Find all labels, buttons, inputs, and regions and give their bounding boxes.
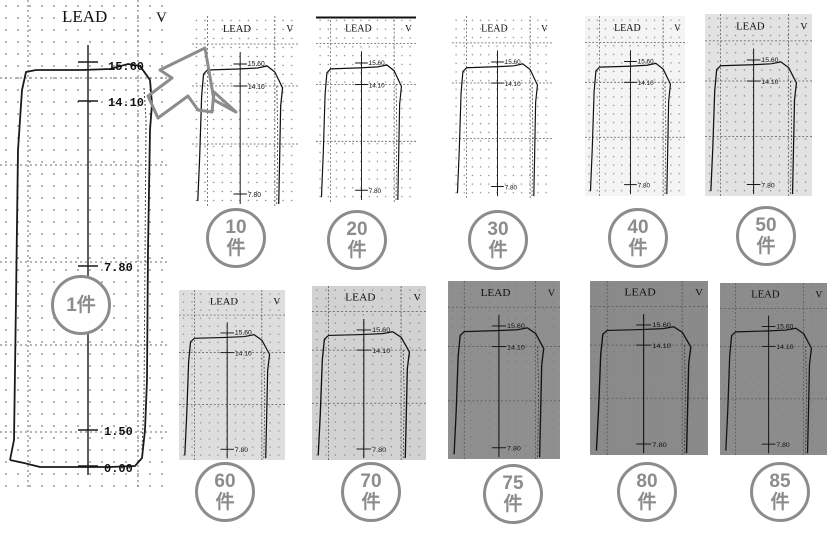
panel-1-tick-upper: 14.10	[108, 96, 144, 110]
badge-85: 85 件	[750, 462, 810, 522]
badge-50-unit: 件	[756, 236, 776, 257]
badge-85-number: 85	[769, 471, 791, 492]
panel-1-tick-bottom: 0.00	[104, 462, 133, 476]
panel-75	[448, 281, 560, 459]
badge-1-number: 1	[66, 294, 77, 316]
panel-50	[705, 14, 812, 196]
panel-1-lead-suffix: V	[156, 10, 167, 26]
badge-20-unit: 件	[347, 240, 367, 261]
badge-40-number: 40	[627, 217, 649, 238]
badge-70: 70 件	[341, 462, 401, 522]
panel-1-lead-label: LEAD	[62, 7, 107, 26]
panel-30	[452, 16, 552, 198]
panel-10	[192, 16, 298, 206]
panel-80	[590, 281, 708, 455]
panel-1-tick-low: 1.50	[104, 425, 133, 439]
badge-80-unit: 件	[637, 492, 657, 513]
badge-10-unit: 件	[226, 238, 246, 259]
badge-75-number: 75	[502, 473, 524, 494]
badge-20: 20 件	[327, 210, 387, 270]
panel-20	[316, 16, 416, 202]
badge-60-unit: 件	[215, 492, 235, 513]
badge-75-unit: 件	[503, 494, 523, 515]
badge-70-unit: 件	[361, 492, 381, 513]
panel-1-tick-top: 15.60	[108, 60, 144, 74]
panel-60	[179, 290, 285, 460]
badge-50-number: 50	[755, 215, 777, 236]
panel-1-tick-middle: 7.80	[104, 261, 133, 275]
badge-60-number: 60	[214, 471, 236, 492]
panel-1: LEAD V 15.60 14.10 7.80 1.50 0.00	[0, 0, 170, 490]
badge-85-unit: 件	[770, 492, 790, 513]
badge-50: 50 件	[736, 206, 796, 266]
badge-30-number: 30	[487, 219, 509, 240]
badge-1-unit: 件	[76, 294, 96, 316]
badge-10: 10 件	[206, 208, 266, 268]
badge-30: 30 件	[468, 210, 528, 270]
panel-40	[585, 16, 685, 196]
badge-80-number: 80	[636, 471, 658, 492]
badge-60: 60 件	[195, 462, 255, 522]
badge-75: 75 件	[483, 464, 543, 524]
badge-40-unit: 件	[628, 238, 648, 259]
badge-40: 40 件	[608, 208, 668, 268]
panel-85	[720, 283, 827, 455]
badge-20-number: 20	[346, 219, 368, 240]
panel-70	[312, 286, 426, 460]
badge-80: 80 件	[617, 462, 677, 522]
badge-10-number: 10	[225, 217, 247, 238]
badge-30-unit: 件	[488, 240, 508, 261]
badge-70-number: 70	[360, 471, 382, 492]
